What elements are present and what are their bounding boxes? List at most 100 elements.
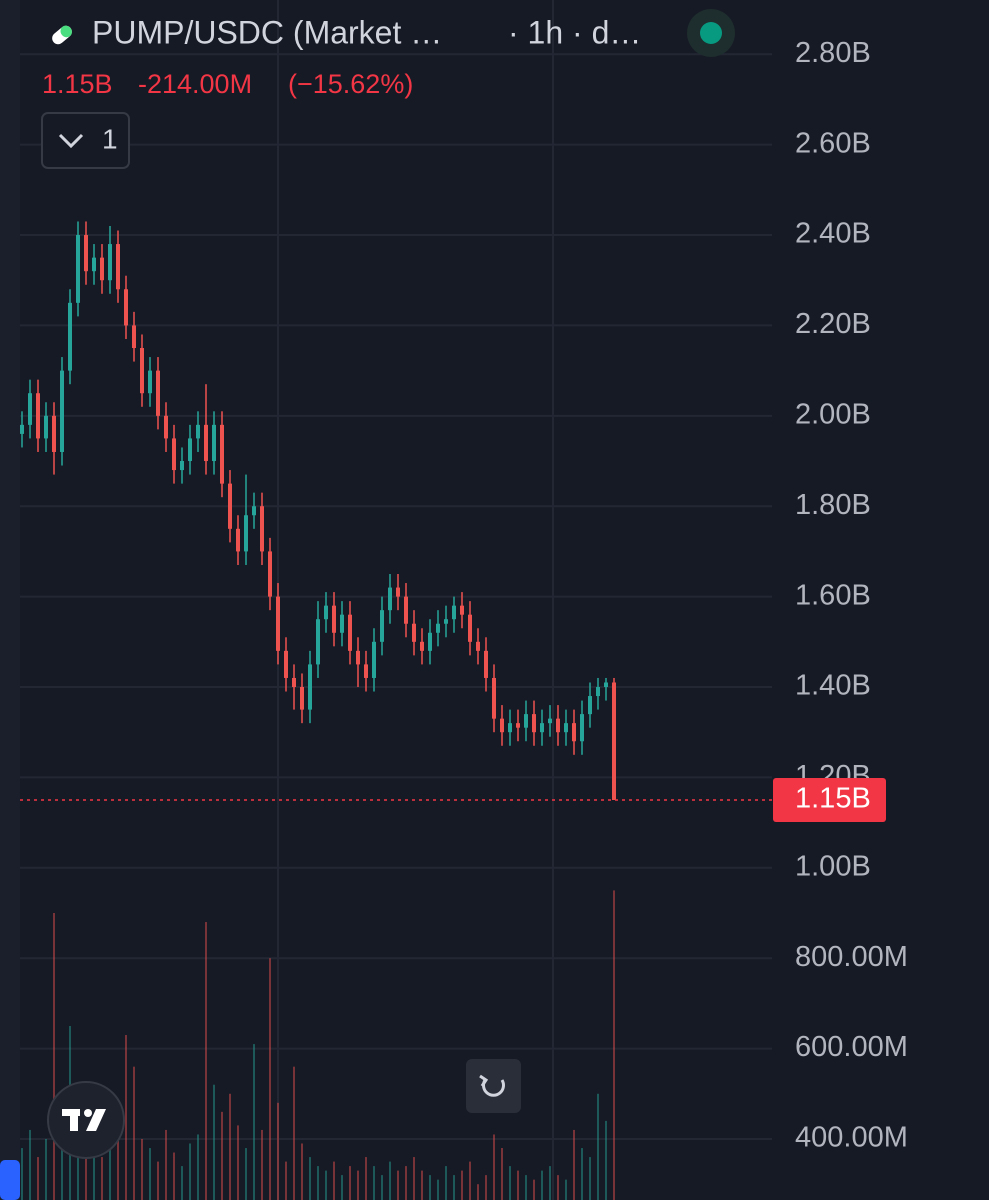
reset-button[interactable] bbox=[466, 1059, 521, 1113]
volume-bar bbox=[157, 1161, 159, 1200]
candle-body bbox=[108, 244, 112, 281]
volume-bar bbox=[333, 1161, 335, 1200]
volume-bar bbox=[317, 1166, 319, 1200]
volume-bar bbox=[125, 1035, 127, 1200]
volume-bar bbox=[549, 1166, 551, 1200]
candle-body bbox=[412, 623, 416, 642]
candle-body bbox=[436, 623, 440, 633]
candle-body bbox=[484, 650, 488, 678]
candle-body bbox=[276, 596, 280, 651]
candle-body bbox=[364, 664, 368, 678]
candle-body bbox=[532, 714, 536, 733]
volume-bar bbox=[45, 1138, 47, 1200]
volume-bar bbox=[213, 1084, 215, 1200]
candle-body bbox=[84, 235, 88, 272]
candle-body bbox=[148, 370, 152, 394]
volume-bar bbox=[365, 1157, 367, 1200]
candle-body bbox=[204, 424, 208, 462]
chevron bbox=[58, 133, 84, 149]
candle-body bbox=[404, 596, 408, 624]
candle-layer bbox=[20, 221, 616, 800]
candle-body bbox=[36, 393, 40, 439]
volume-bar bbox=[597, 1093, 599, 1200]
candle-body bbox=[452, 605, 456, 620]
grid bbox=[20, 0, 772, 1200]
candle-body bbox=[348, 614, 352, 651]
volume-bar bbox=[133, 1066, 135, 1200]
volume-bar bbox=[221, 1111, 223, 1200]
candle-body bbox=[332, 605, 336, 633]
candle-body bbox=[388, 587, 392, 611]
candle-body bbox=[116, 244, 120, 290]
candle-body bbox=[548, 718, 552, 724]
indicator-count: 1 bbox=[102, 123, 118, 154]
volume-bar bbox=[485, 1175, 487, 1200]
collapse-button[interactable] bbox=[41, 112, 130, 169]
candle-body bbox=[612, 682, 616, 800]
side-handle[interactable] bbox=[0, 1160, 20, 1200]
volume-bar bbox=[181, 1166, 183, 1200]
volume-bar bbox=[541, 1170, 543, 1200]
volume-bar bbox=[61, 1134, 63, 1200]
volume-bar bbox=[453, 1175, 455, 1200]
y-tick-label: 2.40B bbox=[795, 218, 871, 250]
volume-bar bbox=[325, 1170, 327, 1200]
left-strip bbox=[0, 0, 20, 1200]
volume-bar bbox=[37, 1157, 39, 1200]
volume-bar bbox=[149, 1148, 151, 1200]
last-price-label: 1.15B bbox=[795, 783, 871, 815]
candle-body bbox=[292, 677, 296, 688]
volume-bar bbox=[517, 1170, 519, 1200]
candle-body bbox=[572, 723, 576, 742]
volume-bar bbox=[581, 1148, 583, 1200]
last-value: 1.15B bbox=[42, 69, 113, 99]
legend: PUMP/USDC (Market … · 1h · d… 1.15B -214… bbox=[41, 9, 735, 169]
interval: · 1h · d… bbox=[508, 14, 641, 50]
volume-bar bbox=[605, 1120, 607, 1200]
volume-bar bbox=[613, 890, 615, 1200]
candle-body bbox=[596, 687, 600, 697]
volume-bar bbox=[309, 1157, 311, 1200]
candle-body bbox=[164, 415, 168, 439]
candle-body bbox=[420, 641, 424, 651]
candle-body bbox=[220, 424, 224, 484]
candle-body bbox=[444, 619, 448, 624]
candle-body bbox=[124, 289, 128, 326]
volume-bar bbox=[101, 1157, 103, 1200]
candle-body bbox=[188, 438, 192, 462]
candle-body bbox=[468, 614, 472, 642]
candle-body bbox=[316, 619, 320, 665]
candle-body bbox=[308, 664, 312, 710]
volume-bar bbox=[29, 1129, 31, 1200]
candle-body bbox=[236, 528, 240, 552]
candle-body bbox=[340, 614, 344, 633]
volume-bar bbox=[357, 1170, 359, 1200]
volume-bar bbox=[397, 1170, 399, 1200]
volume-bar bbox=[381, 1175, 383, 1200]
candle-body bbox=[516, 723, 520, 728]
volume-bar bbox=[445, 1166, 447, 1200]
candle-body bbox=[500, 718, 504, 733]
candle-body bbox=[20, 424, 24, 434]
volume-bar bbox=[141, 1138, 143, 1200]
volume-bar bbox=[269, 958, 271, 1200]
volume-bar bbox=[229, 1093, 231, 1200]
tv-logo[interactable] bbox=[47, 1081, 125, 1159]
volume-bar bbox=[173, 1152, 175, 1200]
volume-bar bbox=[501, 1148, 503, 1200]
volume-bar bbox=[237, 1125, 239, 1200]
candle-body bbox=[508, 723, 512, 733]
candle-body bbox=[476, 641, 480, 651]
volume-bar bbox=[437, 1179, 439, 1200]
y-tick-label: 2.00B bbox=[795, 398, 871, 430]
volume-bar bbox=[525, 1175, 527, 1200]
volume-bar bbox=[21, 1148, 23, 1200]
candle-body bbox=[180, 461, 184, 471]
volume-bar bbox=[261, 1129, 263, 1200]
candle-body bbox=[564, 723, 568, 733]
y-tick-label: 2.20B bbox=[795, 308, 871, 340]
candle-body bbox=[284, 650, 288, 678]
volume-bar bbox=[565, 1179, 567, 1200]
y-tick-label: 1.60B bbox=[795, 579, 871, 611]
y-tick-label: 800.00M bbox=[795, 941, 908, 973]
